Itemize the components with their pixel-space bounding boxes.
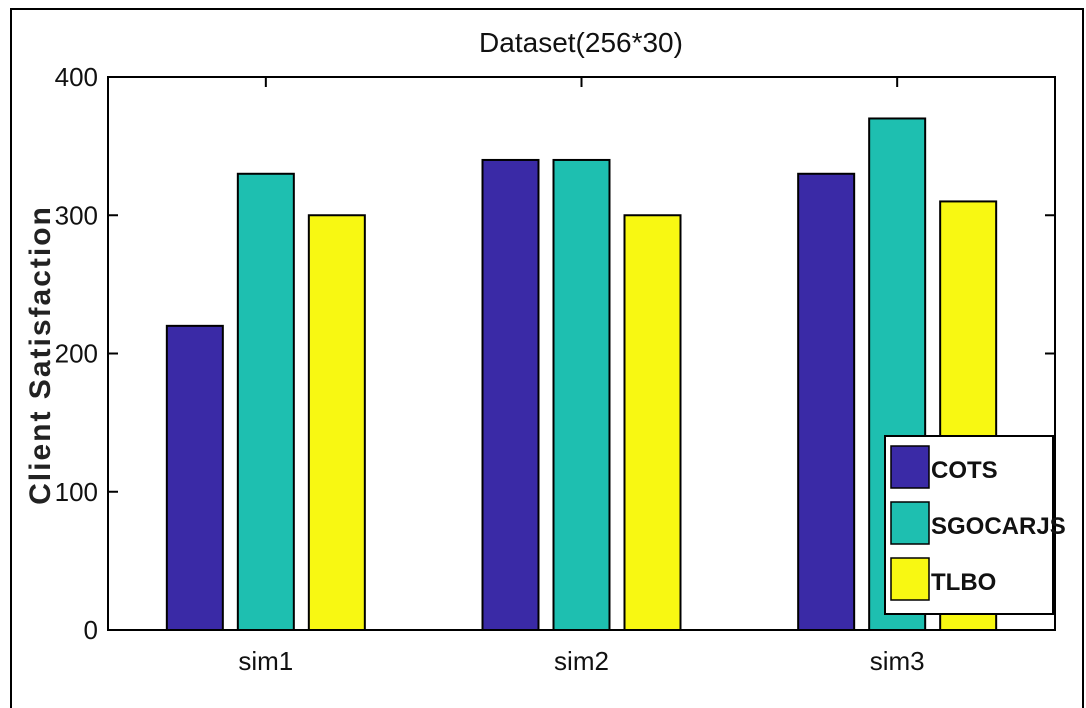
y-axis-label: Client Satisfaction [24,205,57,505]
legend-label: COTS [931,457,998,484]
y-tick-label: 400 [55,62,98,92]
y-tick-label: 0 [84,615,98,645]
bar-cots-sim3 [798,174,854,630]
legend: COTS SGOCARJS TLBO [885,436,1066,614]
legend-label: SGOCARJS [931,513,1066,540]
legend-swatch [891,446,929,488]
legend-swatch [891,558,929,600]
y-tick-label: 200 [55,339,98,369]
x-tick-label: sim1 [238,646,293,676]
x-tick-label: sim2 [554,646,609,676]
y-tick-label: 100 [55,477,98,507]
bar-sgocarjs-sim2 [554,160,610,630]
bar-tlbo-sim2 [625,215,681,630]
x-tick-label: sim3 [870,646,925,676]
legend-label: TLBO [931,569,996,596]
legend-swatch [891,502,929,544]
bar-cots-sim2 [483,160,539,630]
chart-title: Dataset(256*30) [479,27,683,58]
y-tick-label: 300 [55,200,98,230]
bar-cots-sim1 [167,326,223,630]
bar-sgocarjs-sim1 [238,174,294,630]
bar-tlbo-sim1 [309,215,365,630]
